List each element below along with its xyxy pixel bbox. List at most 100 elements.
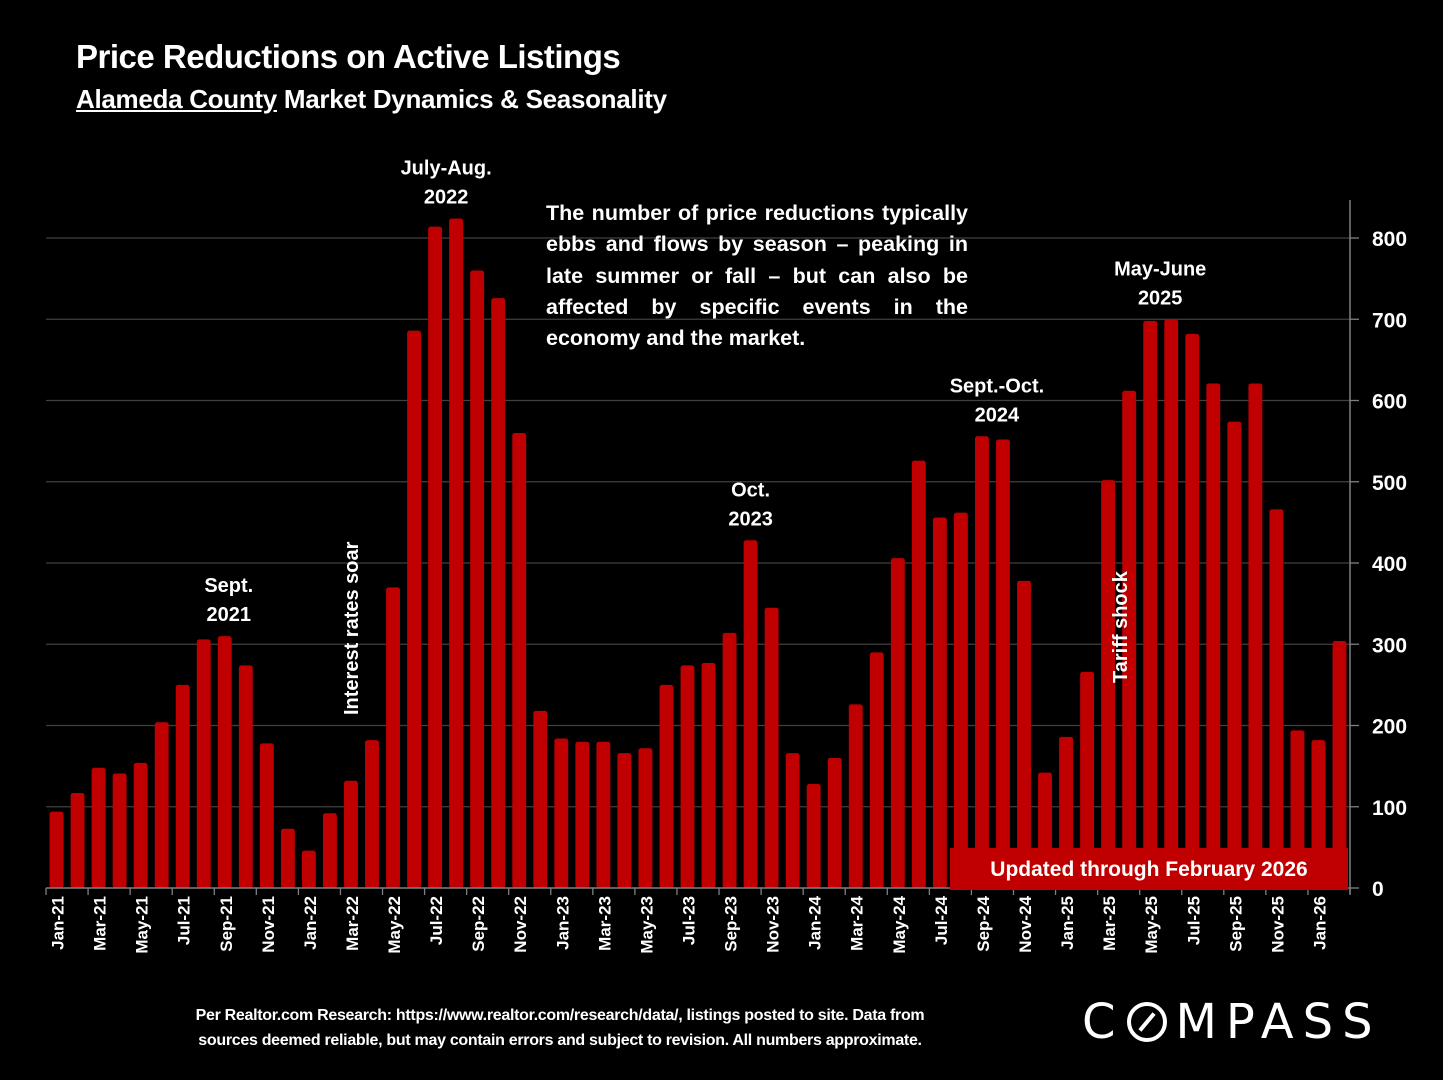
compass-o-icon (1126, 1002, 1167, 1042)
x-tick-label: Jul-21 (175, 896, 194, 945)
bar-Nov-21 (259, 743, 274, 888)
source-footnote: Per Realtor.com Research: https://www.re… (100, 1003, 1020, 1053)
x-tick-label: Jan-21 (49, 896, 68, 950)
x-tick-label: Nov-21 (259, 896, 278, 953)
peak-annotation-year: 2022 (424, 187, 469, 209)
peak-annotation-year: 2023 (728, 508, 773, 530)
bar-Jun-23 (659, 684, 674, 888)
x-tick-label: May-22 (385, 896, 404, 954)
bar-Jan-23 (554, 738, 569, 888)
y-tick-label: 200 (1372, 716, 1407, 739)
bar-Jul-22 (428, 226, 443, 888)
x-tick-label: May-21 (133, 896, 152, 954)
bar-Aug-22 (449, 218, 464, 888)
x-tick-label: May-25 (1142, 896, 1161, 954)
x-tick-label: Sep-22 (469, 896, 488, 952)
peak-annotation-label: Oct. (731, 479, 770, 501)
bar-Apr-22 (365, 740, 379, 888)
bar-Aug-24 (953, 512, 968, 888)
x-tick-label: Jul-25 (1184, 896, 1203, 945)
y-tick-label: 800 (1372, 228, 1407, 251)
county-name: Alameda County (76, 84, 277, 114)
bar-Aug-25 (1206, 383, 1221, 888)
peak-annotation-year: 2025 (1138, 287, 1183, 309)
x-tick-label: Nov-25 (1268, 896, 1287, 953)
logo-letter-c: C (1082, 994, 1125, 1050)
bar-Jul-23 (680, 665, 695, 888)
event-annotation: Tariff shock (1110, 570, 1132, 683)
y-tick-label: 700 (1372, 309, 1407, 332)
bar-May-22 (386, 587, 400, 888)
peak-annotation-label: Sept.-Oct. (950, 375, 1044, 397)
x-tick-label: Jul-22 (427, 896, 446, 945)
x-tick-label: Mar-22 (343, 896, 362, 951)
bar-Nov-24 (1017, 580, 1031, 888)
bar-Dec-23 (785, 753, 800, 888)
y-tick-label: 600 (1372, 391, 1407, 414)
bar-Apr-23 (617, 753, 632, 888)
event-annotation: Interest rates soar (341, 541, 363, 715)
bar-Mar-21 (91, 767, 106, 888)
peak-annotation-label: May-June (1114, 258, 1206, 280)
bar-Nov-23 (764, 607, 779, 888)
bar-May-23 (638, 748, 653, 888)
bar-Jun-21 (154, 722, 169, 888)
x-tick-label: Mar-23 (595, 896, 614, 951)
x-tick-label: Sep-21 (217, 896, 236, 952)
y-tick-label: 300 (1372, 634, 1407, 657)
x-tick-label: May-24 (890, 895, 909, 953)
x-tick-label: Nov-22 (511, 896, 530, 953)
bar-Sep-24 (974, 436, 989, 888)
updated-banner: Updated through February 2026 (950, 848, 1348, 890)
bar-Oct-25 (1248, 383, 1263, 888)
footnote-line-1: Per Realtor.com Research: https://www.re… (195, 1007, 925, 1024)
bar-Apr-24 (869, 652, 884, 888)
bar-Jun-22 (407, 330, 422, 888)
x-tick-label: Mar-25 (1100, 896, 1119, 951)
bar-Jul-25 (1185, 333, 1200, 888)
chart-subtitle: Alameda County Market Dynamics & Seasona… (76, 84, 667, 115)
subtitle-rest: Market Dynamics & Seasonality (276, 84, 667, 114)
bar-Dec-21 (280, 828, 295, 888)
bar-Dec-22 (533, 710, 548, 888)
chart-title: Price Reductions on Active Listings (76, 38, 621, 75)
annotations: Sept. 2021 July-Aug. 2022 Oct. 2023 Sept.-Oct.… (204, 158, 1206, 716)
logo-letters: MPASS (1175, 994, 1382, 1050)
x-tick-label: Jan-25 (1058, 896, 1077, 950)
x-tick-label: Nov-23 (764, 896, 783, 953)
x-tick-label: Sep-23 (722, 896, 741, 952)
bar-Jan-22 (301, 850, 316, 888)
x-tick-label: Mar-21 (91, 896, 110, 951)
x-tick-label: Jan-26 (1310, 896, 1329, 950)
x-tick-label: Jan-24 (806, 895, 825, 949)
x-tick-label: Jul-23 (679, 896, 698, 945)
bar-Oct-24 (996, 439, 1010, 888)
peak-annotation-year: 2021 (207, 604, 252, 626)
bar-Feb-21 (70, 792, 85, 888)
peak-annotation-label: July-Aug. (401, 158, 492, 180)
bar-May-25 (1143, 320, 1158, 888)
bar-Nov-22 (512, 433, 527, 888)
bar-Sep-25 (1227, 421, 1242, 888)
y-tick-label: 0 (1372, 878, 1384, 901)
bar-Mar-24 (848, 704, 863, 888)
y-axis-ticks: 0 100 200 300 400 500 600 700 800 (1372, 228, 1407, 901)
bar-Mar-23 (596, 741, 611, 888)
bar-Jun-24 (911, 460, 926, 888)
bar-Jan-24 (806, 784, 821, 888)
x-tick-label: Mar-24 (848, 895, 867, 950)
bar-Feb-24 (827, 758, 842, 888)
peak-annotation-year: 2024 (975, 404, 1020, 426)
bar-Apr-21 (112, 773, 127, 888)
bar-May-24 (890, 558, 905, 888)
bars (49, 218, 1347, 888)
bar-Apr-25 (1122, 390, 1137, 888)
footnote-line-2: sources deemed reliable, but may contain… (198, 1032, 922, 1049)
bar-Aug-23 (701, 662, 716, 888)
bar-Mar-25 (1101, 480, 1116, 888)
bar-Feb-25 (1080, 671, 1095, 888)
bar-May-21 (133, 762, 148, 888)
bar-Jun-25 (1164, 319, 1179, 888)
x-axis-ticks: Jan-21 Mar-21 May-21 Jul-21 Sep-21 Nov-21 Jan-… (49, 895, 1330, 953)
